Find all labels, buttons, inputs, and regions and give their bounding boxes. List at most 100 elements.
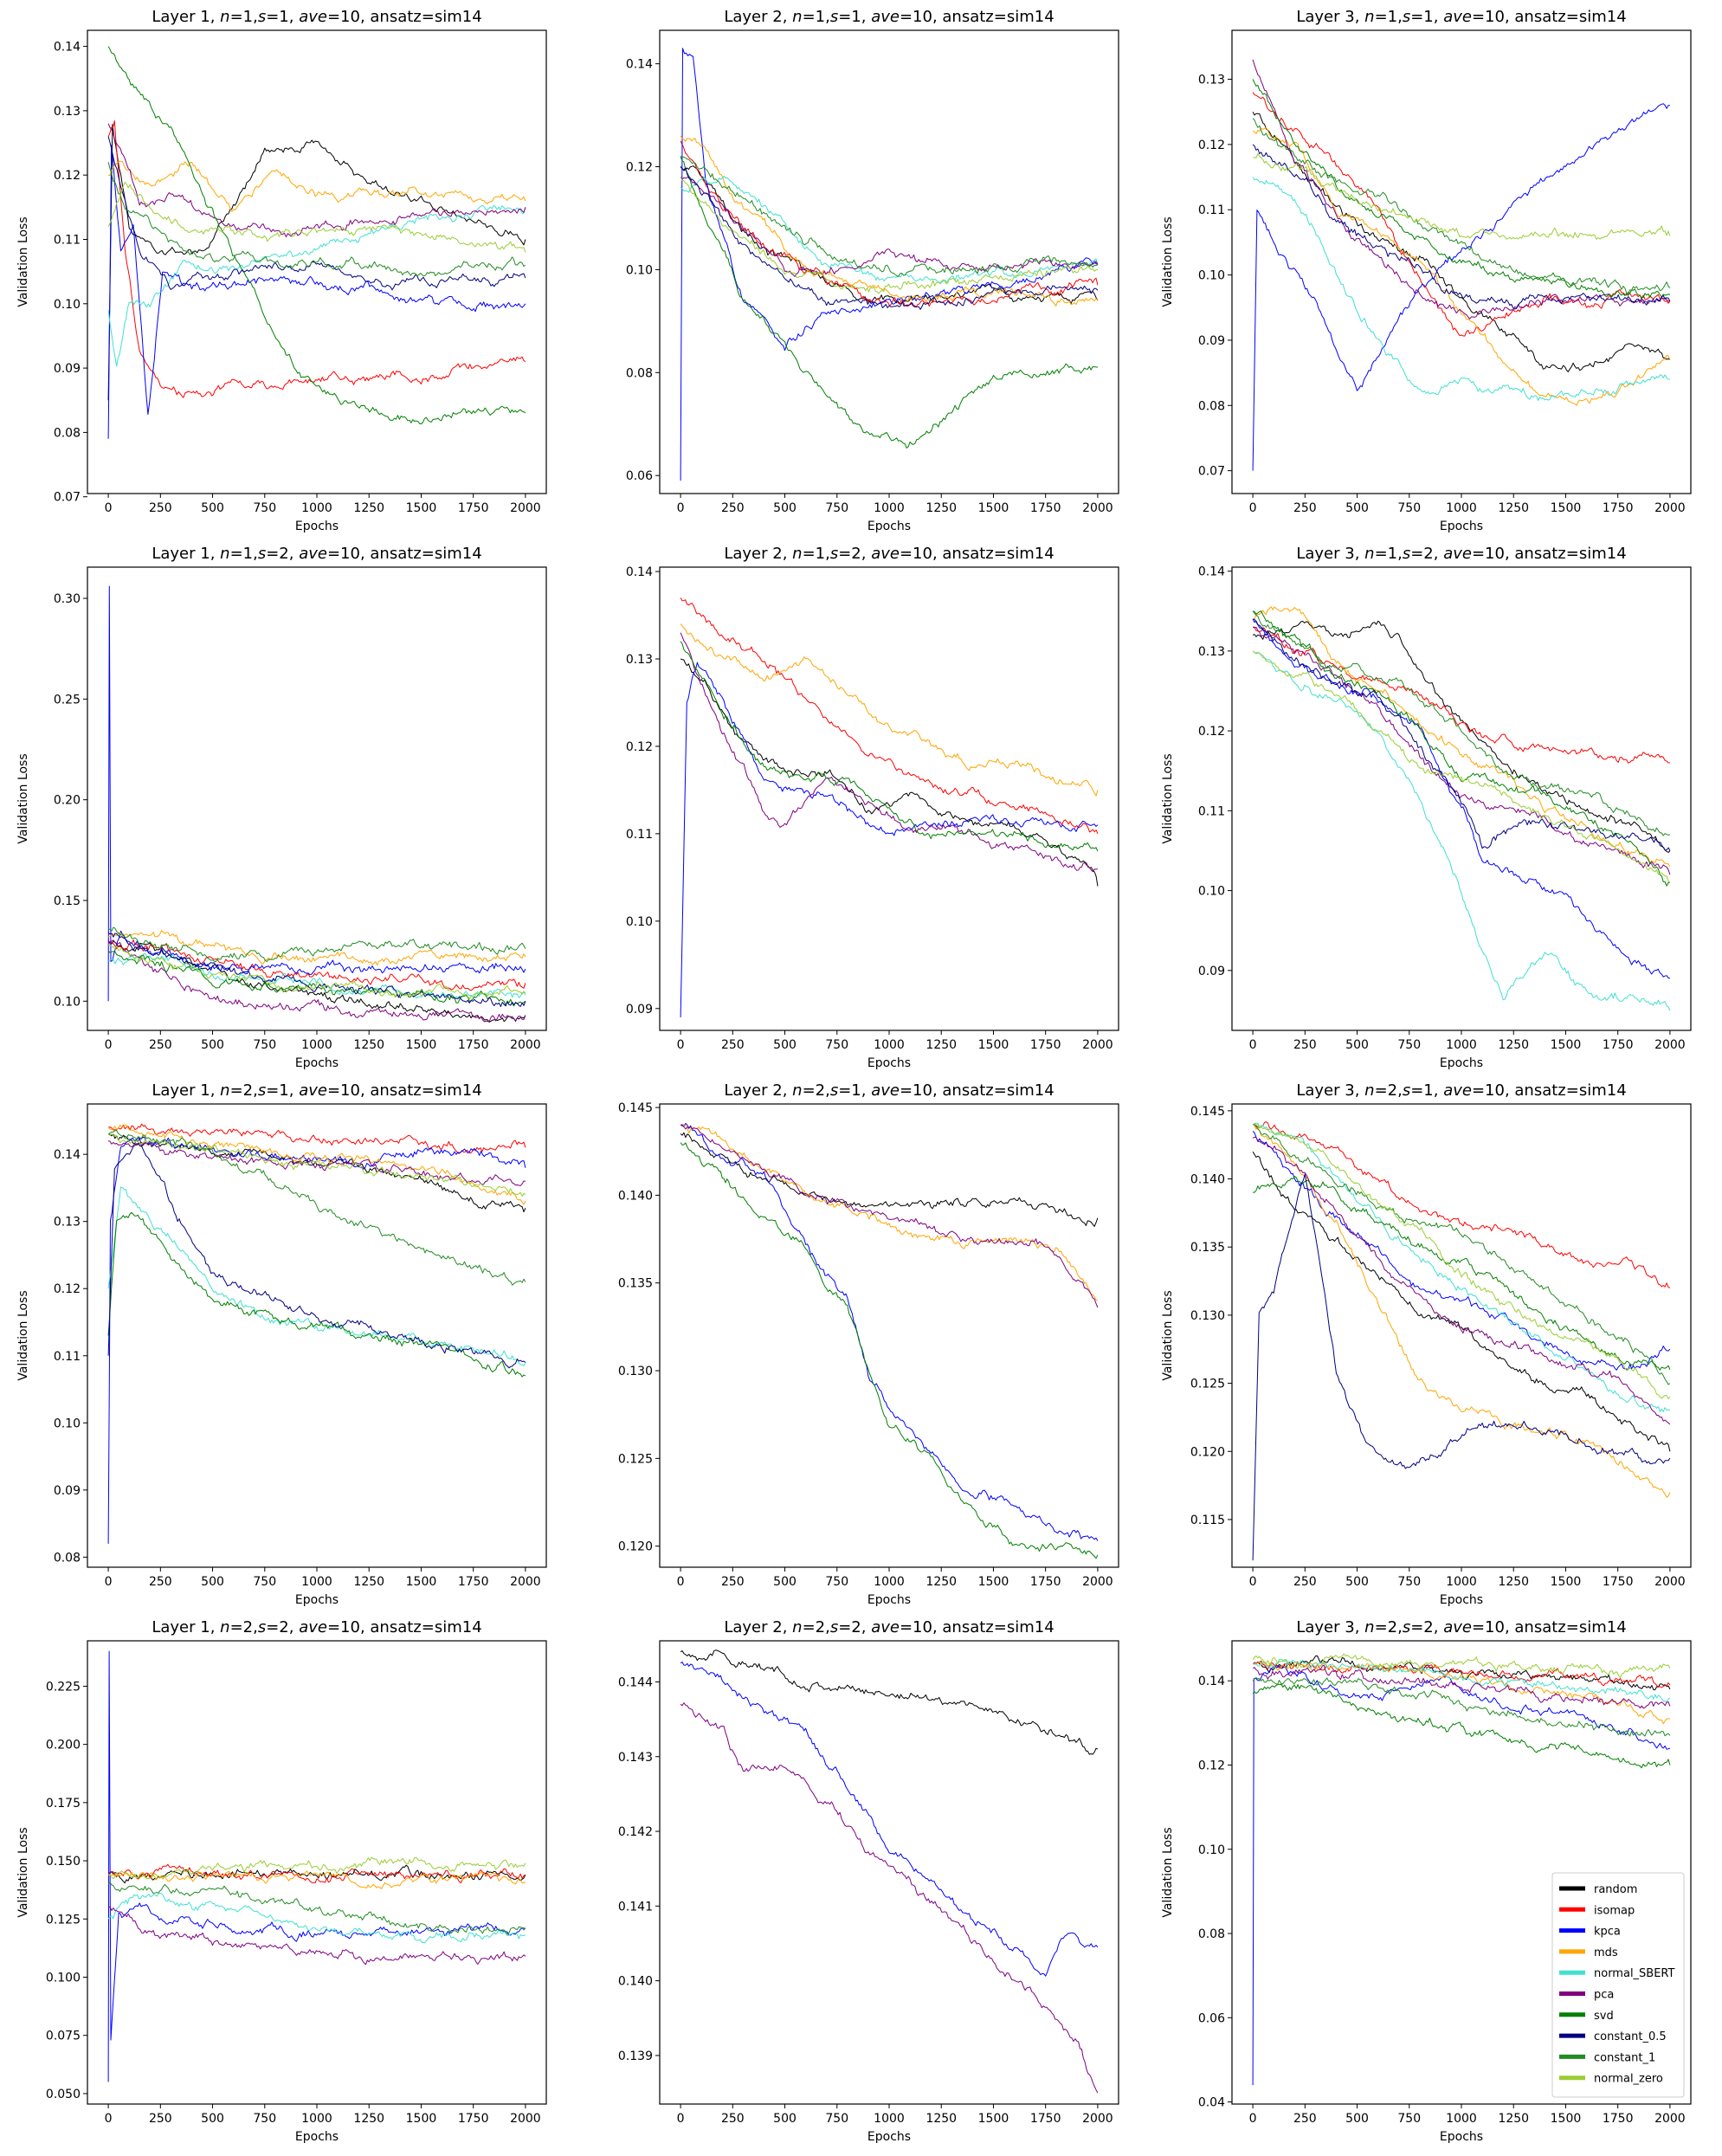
x-tick-label: 1000 bbox=[301, 2112, 332, 2126]
series-line bbox=[680, 48, 1099, 481]
x-tick-label: 1000 bbox=[874, 2112, 905, 2126]
series-line bbox=[107, 1650, 526, 2082]
series-line bbox=[107, 145, 526, 439]
x-tick-label: 750 bbox=[1397, 501, 1421, 515]
y-tick-label: 0.14 bbox=[1198, 1675, 1225, 1688]
x-tick-label: 500 bbox=[201, 1575, 224, 1589]
x-tick-label: 0 bbox=[105, 1038, 113, 1052]
series-line bbox=[1252, 610, 1670, 887]
y-axis-label: Validation Loss bbox=[1161, 753, 1175, 843]
plot-frame bbox=[659, 566, 1119, 1031]
x-axis-label: Epochs bbox=[295, 1056, 339, 1070]
x-tick-label: 750 bbox=[1397, 2112, 1421, 2126]
y-tick-label: 0.142 bbox=[618, 1825, 653, 1839]
x-tick-label: 2000 bbox=[1082, 1038, 1113, 1052]
series-line bbox=[107, 926, 526, 963]
series-line bbox=[107, 1130, 526, 1286]
series-line bbox=[680, 623, 1099, 797]
y-tick-label: 0.10 bbox=[626, 263, 653, 277]
series-line bbox=[107, 1136, 526, 1544]
x-tick-label: 1500 bbox=[978, 1575, 1009, 1589]
series-line bbox=[107, 1211, 526, 1378]
series-line bbox=[1252, 1660, 1671, 1688]
x-tick-label: 500 bbox=[773, 501, 797, 515]
y-tick-label: 0.12 bbox=[1198, 139, 1225, 152]
legend-label: constant_1 bbox=[1594, 2051, 1655, 2064]
series-line bbox=[680, 1649, 1099, 1755]
x-tick-label: 1750 bbox=[1030, 1575, 1061, 1589]
series-line bbox=[1253, 1176, 1671, 1371]
y-tick-label: 0.09 bbox=[1198, 334, 1225, 348]
y-tick-label: 0.06 bbox=[1198, 2011, 1225, 2025]
chart-title: Layer 3, n=1,s=2, ave=10, ansatz=sim14 bbox=[1296, 545, 1626, 563]
chart-title: Layer 1, n=2,s=2, ave=10, ansatz=sim14 bbox=[152, 1618, 481, 1636]
x-tick-label: 500 bbox=[201, 2112, 224, 2126]
x-tick-label: 750 bbox=[1397, 1038, 1421, 1052]
x-axis-label: Epochs bbox=[1440, 1056, 1483, 1070]
series-line bbox=[1252, 144, 1671, 310]
x-tick-label: 1000 bbox=[1446, 501, 1477, 515]
chart-title: Layer 3, n=2,s=2, ave=10, ansatz=sim14 bbox=[1296, 1618, 1626, 1636]
chart-panel-11: 0 250 500 750 1000 1250 1500 1750 2000 0.139 0.140… bbox=[618, 1618, 1119, 2144]
x-tick-label: 0 bbox=[105, 501, 113, 515]
x-tick-label: 1750 bbox=[1603, 2112, 1634, 2126]
x-tick-label: 1500 bbox=[1551, 501, 1582, 515]
y-tick-label: 0.145 bbox=[1190, 1105, 1225, 1119]
y-tick-label: 0.150 bbox=[46, 1855, 81, 1869]
x-tick-label: 1000 bbox=[1446, 1038, 1477, 1052]
x-tick-label: 0 bbox=[1249, 1038, 1257, 1052]
y-tick-label: 0.30 bbox=[54, 592, 81, 606]
series-line bbox=[1252, 1683, 1671, 1769]
x-axis-label: Epochs bbox=[1440, 1593, 1483, 1607]
x-tick-label: 250 bbox=[149, 2112, 172, 2126]
y-tick-label: 0.12 bbox=[54, 169, 81, 183]
y-tick-label: 0.14 bbox=[54, 1148, 81, 1162]
series-line bbox=[1252, 1658, 1671, 1702]
y-axis-label: Validation Loss bbox=[16, 216, 30, 307]
series-group bbox=[680, 1649, 1099, 2094]
series-line bbox=[680, 1662, 1099, 1977]
chart-panel-12: 0 250 500 750 1000 1250 1500 1750 2000 0.04 0.06 0.… bbox=[1161, 1618, 1692, 2144]
legend-label: pca bbox=[1594, 1989, 1614, 2002]
y-tick-label: 0.141 bbox=[618, 1900, 653, 1914]
y-tick-label: 0.12 bbox=[1198, 725, 1225, 739]
x-axis-label: Epochs bbox=[867, 1593, 911, 1607]
series-line bbox=[1252, 1677, 1671, 1737]
series-line bbox=[1252, 1665, 1671, 2086]
y-tick-label: 0.11 bbox=[54, 233, 81, 247]
x-tick-label: 1250 bbox=[353, 1575, 384, 1589]
x-tick-label: 750 bbox=[253, 2112, 276, 2126]
series-group bbox=[680, 48, 1099, 481]
y-tick-label: 0.07 bbox=[54, 491, 81, 505]
series-line bbox=[680, 177, 1098, 294]
legend-label: normal_SBERT bbox=[1594, 1967, 1675, 1980]
y-tick-label: 0.125 bbox=[46, 1913, 81, 1927]
series-line bbox=[680, 175, 1099, 285]
chart-title: Layer 2, n=2,s=1, ave=10, ansatz=sim14 bbox=[724, 1081, 1054, 1100]
chart-panel-7: 0 250 500 750 1000 1250 1500 1750 2000 0.08 0.09 0.… bbox=[16, 1081, 547, 1607]
x-tick-label: 500 bbox=[773, 1575, 797, 1589]
y-tick-label: 0.14 bbox=[626, 58, 653, 72]
x-tick-label: 1750 bbox=[1603, 1575, 1634, 1589]
chart-panel-3: 0 250 500 750 1000 1250 1500 1750 2000 0.07 0.08 0.… bbox=[1161, 8, 1692, 533]
y-tick-label: 0.140 bbox=[1190, 1173, 1225, 1187]
chart-panel-2: 0 250 500 750 1000 1250 1500 1750 2000 0.06 0.08 0.… bbox=[626, 8, 1119, 533]
series-line bbox=[1252, 1136, 1671, 1425]
series-line bbox=[107, 123, 526, 238]
y-axis-label: Validation Loss bbox=[1161, 1827, 1175, 1917]
chart-panel-6: 0 250 500 750 1000 1250 1500 1750 2000 0.09 0.10 0.… bbox=[1161, 545, 1692, 1070]
x-tick-label: 1500 bbox=[978, 1038, 1009, 1052]
x-tick-label: 1750 bbox=[1603, 1038, 1634, 1052]
legend-label: isomap bbox=[1594, 1904, 1635, 1917]
y-axis-label: Validation Loss bbox=[1161, 216, 1175, 307]
y-tick-label: 0.11 bbox=[626, 828, 653, 842]
series-line bbox=[107, 1864, 526, 1884]
x-tick-label: 1000 bbox=[1446, 1575, 1477, 1589]
x-tick-label: 250 bbox=[721, 2112, 745, 2126]
y-tick-label: 0.140 bbox=[618, 1975, 653, 1989]
x-tick-label: 0 bbox=[1249, 1575, 1257, 1589]
y-tick-label: 0.140 bbox=[618, 1189, 653, 1203]
series-group bbox=[1252, 1121, 1671, 1561]
series-line bbox=[1252, 1122, 1671, 1412]
